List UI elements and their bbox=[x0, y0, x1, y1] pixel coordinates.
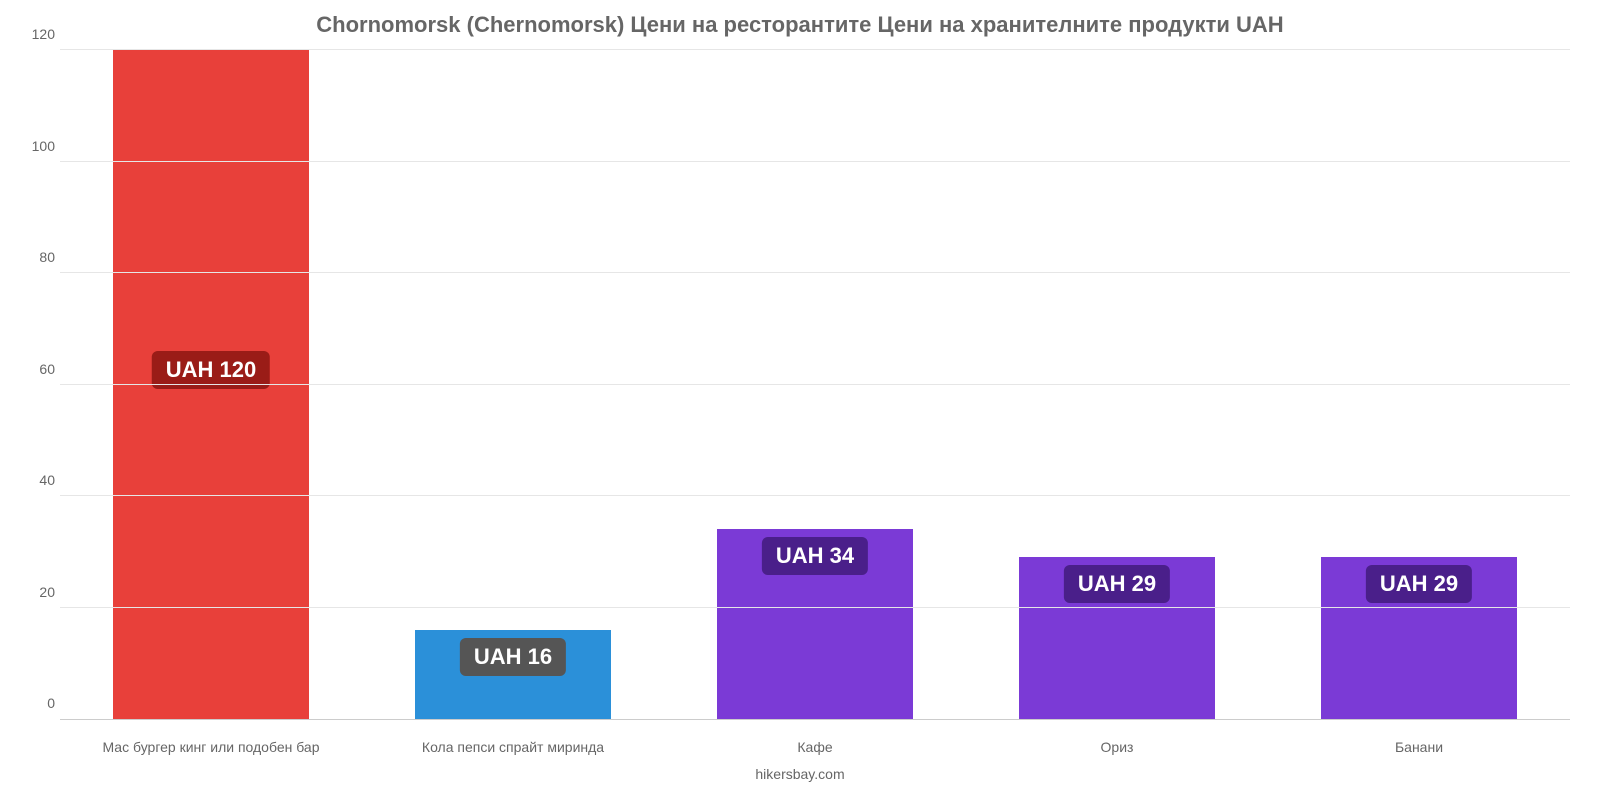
bar: UAH 120 bbox=[113, 50, 309, 719]
bar-slot: UAH 29 bbox=[966, 50, 1268, 719]
bar-slot: UAH 16 bbox=[362, 50, 664, 719]
gridline bbox=[60, 607, 1570, 608]
x-axis-label: Кафе bbox=[664, 739, 966, 755]
y-tick-label: 60 bbox=[20, 361, 55, 377]
footer-credit: hikersbay.com bbox=[0, 766, 1600, 782]
y-tick-label: 120 bbox=[20, 26, 55, 42]
price-bar-chart: Chornomorsk (Chernomorsk) Цени на рестор… bbox=[0, 0, 1600, 800]
bar: UAH 29 bbox=[1321, 557, 1517, 719]
y-tick-label: 20 bbox=[20, 584, 55, 600]
y-tick-label: 0 bbox=[20, 695, 55, 711]
chart-title: Chornomorsk (Chernomorsk) Цени на рестор… bbox=[0, 0, 1600, 38]
y-tick-label: 40 bbox=[20, 472, 55, 488]
bars-row: UAH 120 UAH 16 UAH 34 UAH 29 UAH 29 bbox=[60, 50, 1570, 719]
bar-slot: UAH 29 bbox=[1268, 50, 1570, 719]
y-tick-label: 80 bbox=[20, 249, 55, 265]
gridline bbox=[60, 272, 1570, 273]
bar-value-badge: UAH 29 bbox=[1366, 565, 1472, 603]
x-axis-label: Кола пепси спрайт миринда bbox=[362, 739, 664, 755]
y-tick-label: 100 bbox=[20, 138, 55, 154]
gridline bbox=[60, 384, 1570, 385]
x-axis-label: Банани bbox=[1268, 739, 1570, 755]
bar-value-badge: UAH 34 bbox=[762, 537, 868, 575]
gridline bbox=[60, 49, 1570, 50]
bar: UAH 34 bbox=[717, 529, 913, 719]
x-axis-label: Мас бургер кинг или подобен бар bbox=[60, 739, 362, 755]
gridline bbox=[60, 161, 1570, 162]
gridline bbox=[60, 495, 1570, 496]
x-axis-labels: Мас бургер кинг или подобен барКола пепс… bbox=[60, 739, 1570, 755]
bar: UAH 16 bbox=[415, 630, 611, 719]
bar-value-badge: UAH 16 bbox=[460, 638, 566, 676]
bar-value-badge: UAH 29 bbox=[1064, 565, 1170, 603]
plot-area: UAH 120UAH 16UAH 34UAH 29UAH 29 02040608… bbox=[60, 50, 1570, 720]
bar-slot: UAH 120 bbox=[60, 50, 362, 719]
bar: UAH 29 bbox=[1019, 557, 1215, 719]
bar-slot: UAH 34 bbox=[664, 50, 966, 719]
x-axis-label: Ориз bbox=[966, 739, 1268, 755]
